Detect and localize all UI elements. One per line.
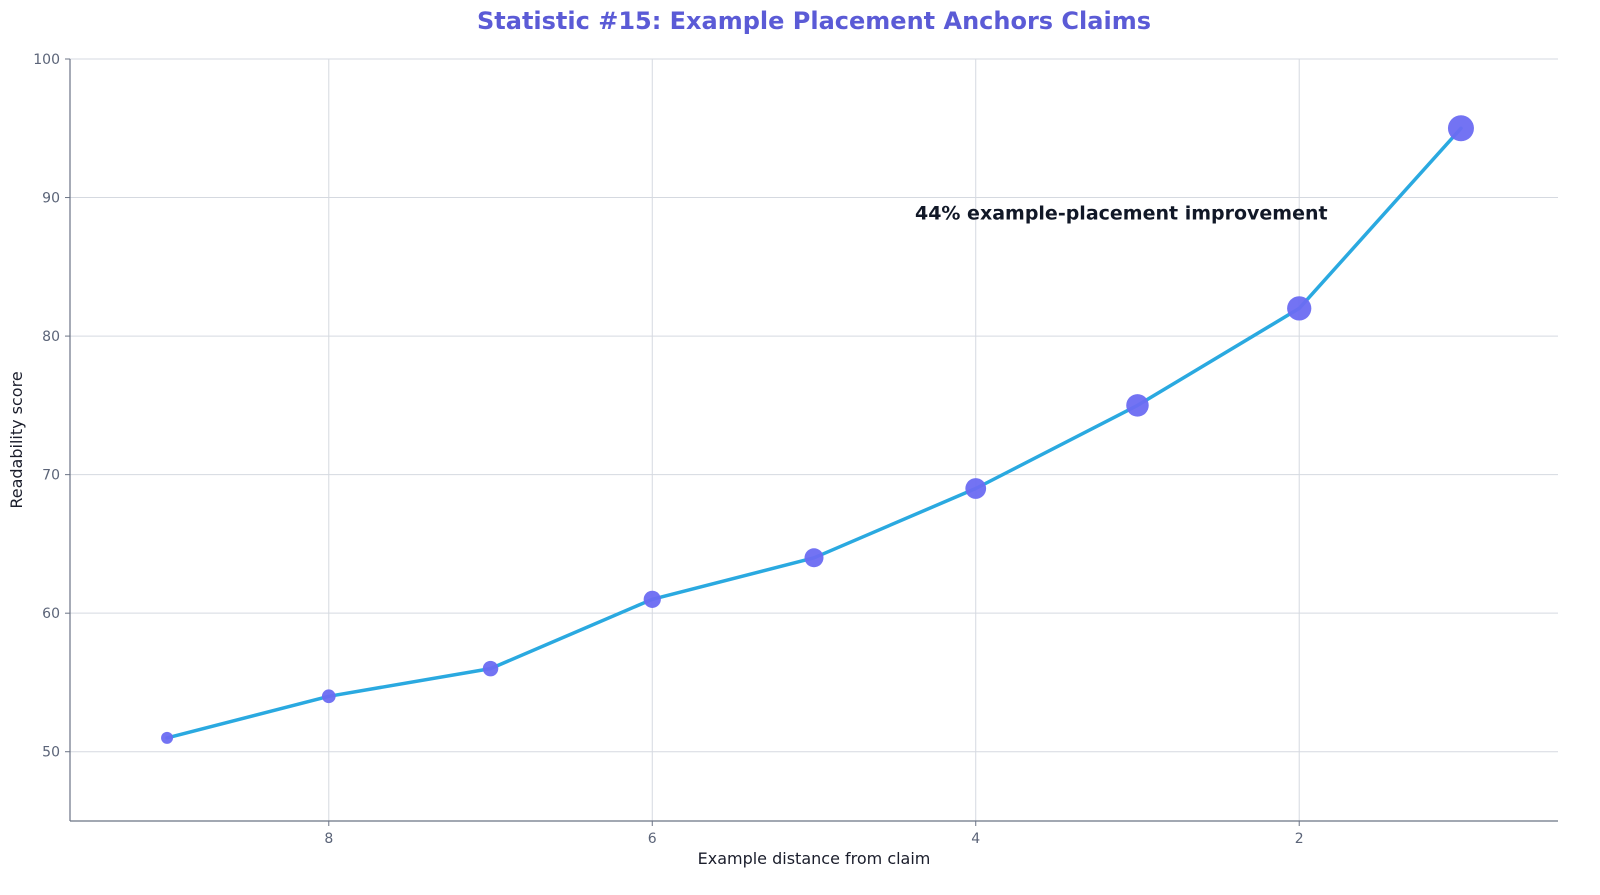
chart-title: Statistic #15: Example Placement Anchors… [477,7,1151,35]
x-tick-label: 4 [971,831,980,847]
y-tick-label: 90 [42,191,60,207]
data-point [482,660,499,677]
data-point [643,590,661,608]
data-point [1287,296,1312,321]
y-tick-label: 100 [33,52,60,68]
y-tick-label: 70 [42,468,60,484]
data-points [161,115,1474,744]
data-point [161,731,174,744]
data-point [1447,115,1474,142]
x-tick-label: 8 [324,831,333,847]
y-tick-label: 50 [42,745,60,761]
annotation-text: 44% example-placement improvement [915,203,1328,225]
data-point [321,689,336,704]
y-tick-label: 80 [42,329,60,345]
data-point [804,548,824,568]
x-tick-label: 2 [1295,831,1304,847]
axes [69,59,1558,822]
x-tick-label: 6 [648,831,657,847]
y-axis-label: Readability score [7,371,26,508]
data-point [1126,394,1149,417]
y-tick-label: 60 [42,606,60,622]
x-axis-label: Example distance from claim [698,849,931,868]
annotations: 44% example-placement improvement [915,203,1328,225]
data-point [965,478,987,499]
grid [70,58,1558,821]
tick-labels: 50 60 70 80 90 100 8 6 4 2 [33,52,1303,847]
